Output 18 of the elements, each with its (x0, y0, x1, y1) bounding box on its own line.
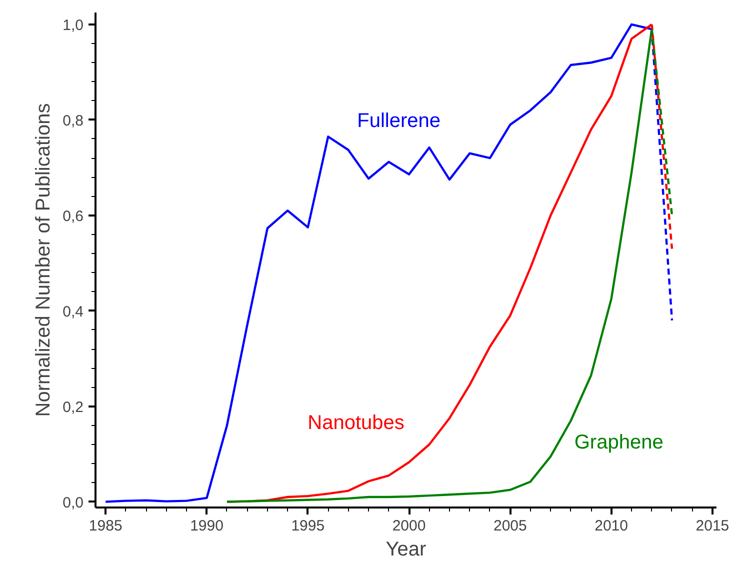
x-tick-label: 2015 (696, 518, 730, 534)
x-tick-label: 2000 (392, 518, 426, 534)
x-tick-label: 1985 (88, 518, 122, 534)
y-tick-label: 0,2 (62, 398, 84, 416)
x-axis-title: Year (386, 538, 427, 560)
y-tick-label: 0,0 (62, 494, 84, 512)
series-label: Fullerene (357, 110, 441, 132)
x-tick-label: 1995 (291, 518, 325, 534)
y-tick-label: 1,0 (62, 16, 84, 34)
x-tick-label: 1990 (190, 518, 224, 534)
series-label: Graphene (574, 432, 664, 454)
y-axis-title: Normalized Number of Publications (32, 103, 55, 417)
y-tick-label: 0,6 (62, 208, 84, 225)
series-label: Nanotubes (308, 412, 404, 434)
y-tick-label: 0,8 (62, 112, 84, 130)
x-tick-label: 2005 (493, 518, 527, 534)
y-tick-label: 0,4 (62, 303, 84, 320)
x-tick-label: 2010 (594, 518, 628, 534)
